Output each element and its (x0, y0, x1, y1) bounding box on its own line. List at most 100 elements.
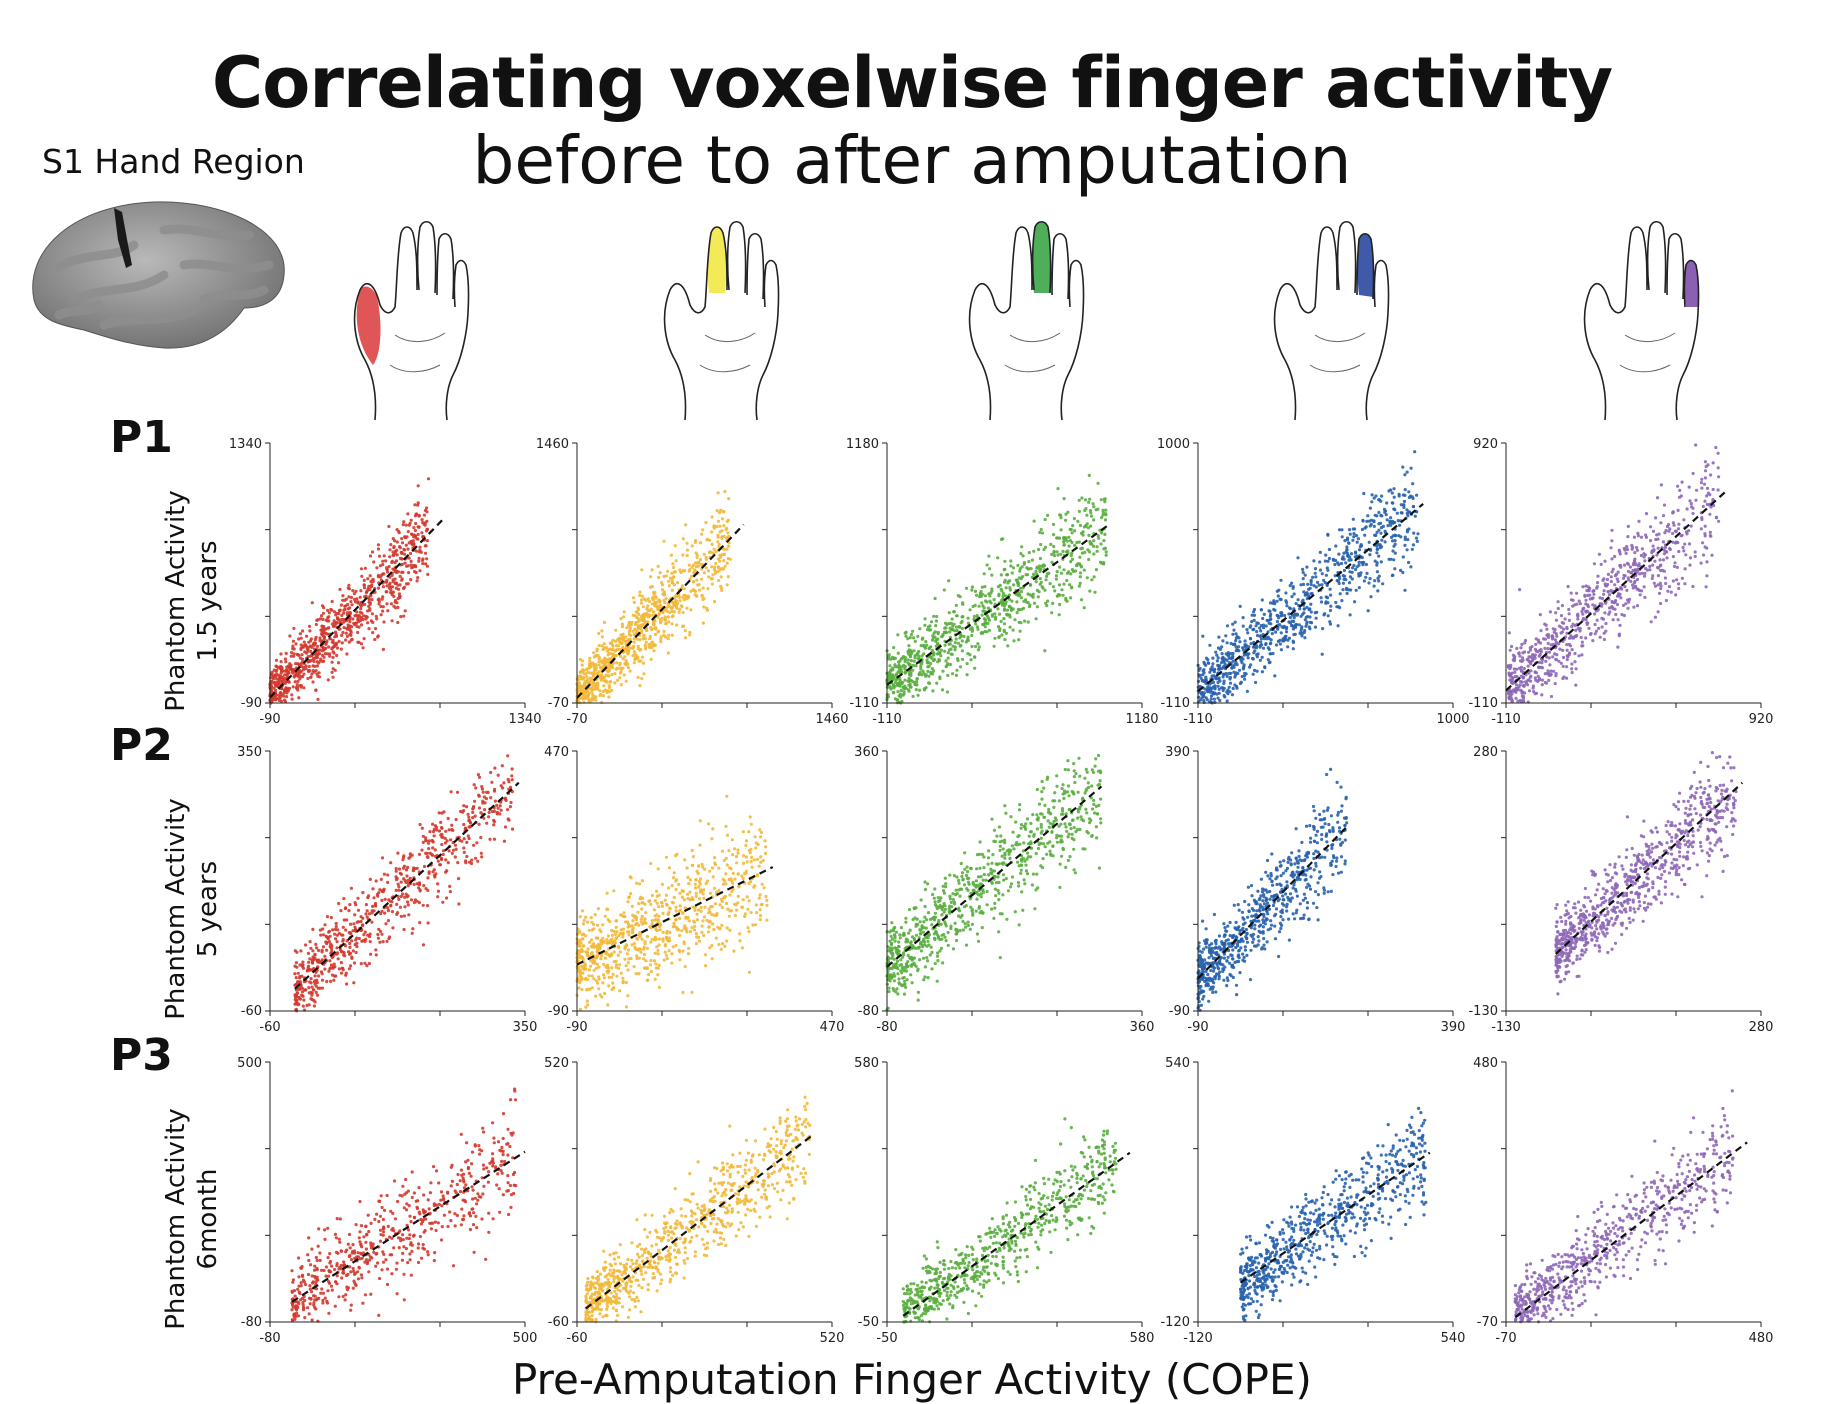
scatter-point (946, 690, 949, 693)
scatter-point (1636, 549, 1639, 552)
scatter-point (399, 615, 402, 618)
scatter-point (1304, 574, 1307, 577)
scatter-point (1017, 638, 1020, 641)
scatter-point (329, 980, 332, 983)
scatter-point (1584, 610, 1587, 613)
scatter-point (961, 603, 964, 606)
scatter-point (1358, 548, 1361, 551)
scatter-point (1079, 575, 1082, 578)
scatter-point (715, 525, 718, 528)
scatter-point (428, 830, 431, 833)
scatter-point (1303, 607, 1306, 610)
scatter-point (297, 696, 300, 699)
scatter-point (456, 791, 459, 794)
scatter-point (1369, 507, 1372, 510)
scatter-point (418, 901, 421, 904)
scatter-point (493, 838, 496, 841)
scatter-point (713, 566, 716, 569)
scatter-point (418, 569, 421, 572)
scatter-point (344, 638, 347, 641)
scatter-point (389, 585, 392, 588)
scatter-point (421, 827, 424, 830)
scatter-point (898, 684, 901, 687)
scatter-point (1240, 681, 1243, 684)
scatter-point (946, 664, 949, 667)
scatter-point (311, 664, 314, 667)
scatter-point (405, 582, 408, 585)
scatter-point (1350, 552, 1353, 555)
scatter-point (1542, 637, 1545, 640)
scatter-point (1520, 666, 1523, 669)
scatter-point (938, 677, 941, 680)
scatter-point (1002, 594, 1005, 597)
scatter-point (663, 599, 666, 602)
scatter-point (1403, 544, 1406, 547)
scatter-point (1582, 617, 1585, 620)
scatter-point (1233, 675, 1236, 678)
scatter-point (1056, 553, 1059, 556)
scatter-point (938, 651, 941, 654)
scatter-point (368, 607, 371, 610)
scatter-point (1264, 642, 1267, 645)
scatter-point (1303, 629, 1306, 632)
scatter-point (291, 698, 294, 701)
scatter-point (340, 972, 343, 975)
scatter-point (699, 541, 702, 544)
scatter-point (1071, 568, 1074, 571)
scatter-point (1356, 565, 1359, 568)
scatter-point (302, 686, 305, 689)
scatter-point (316, 698, 319, 701)
scatter-point (445, 896, 448, 899)
scatter-point (1020, 596, 1023, 599)
scatter-point (970, 645, 973, 648)
scatter-point (1358, 561, 1361, 564)
scatter-point (1043, 649, 1046, 652)
scatter-point (1036, 605, 1039, 608)
scatter-point (1412, 532, 1415, 535)
scatter-point (585, 675, 588, 678)
scatter-point (1295, 602, 1298, 605)
scatter-point (716, 534, 719, 537)
scatter-point (348, 903, 351, 906)
scatter-point (896, 698, 899, 701)
scatter-point (637, 660, 640, 663)
scatter-point (983, 630, 986, 633)
scatter-point (385, 590, 388, 593)
scatter-point (1603, 611, 1606, 614)
scatter-point (376, 895, 379, 898)
scatter-point (1019, 621, 1022, 624)
scatter-point (511, 778, 514, 781)
scatter-point (614, 629, 617, 632)
scatter-point (640, 568, 643, 571)
scatter-point (319, 934, 322, 937)
scatter-point (888, 664, 891, 667)
scatter-point (578, 685, 581, 688)
scatter-point (464, 859, 467, 862)
scatter-point (1259, 644, 1262, 647)
scatter-point (1664, 582, 1667, 585)
scatter-point (1100, 531, 1103, 534)
scatter-point (1587, 605, 1590, 608)
scatter-point (698, 589, 701, 592)
scatter-point (1302, 571, 1305, 574)
scatter-point (1672, 555, 1675, 558)
scatter-point (382, 620, 385, 623)
scatter-point (510, 774, 513, 777)
scatter-point (309, 650, 312, 653)
scatter-point (413, 503, 416, 506)
scatter-point (1276, 614, 1279, 617)
scatter-point (669, 577, 672, 580)
scatter-point (959, 665, 962, 668)
scatter-point (1626, 607, 1629, 610)
scatter-point (338, 967, 341, 970)
y-tick-label-min: -110 (849, 696, 879, 711)
scatter-point (928, 665, 931, 668)
scatter-point (956, 659, 959, 662)
scatter-point (1211, 665, 1214, 668)
scatter-point (1402, 555, 1405, 558)
scatter-point (1657, 533, 1660, 536)
scatter-point (506, 808, 509, 811)
scatter-point (1534, 648, 1537, 651)
scatter-point (929, 672, 932, 675)
